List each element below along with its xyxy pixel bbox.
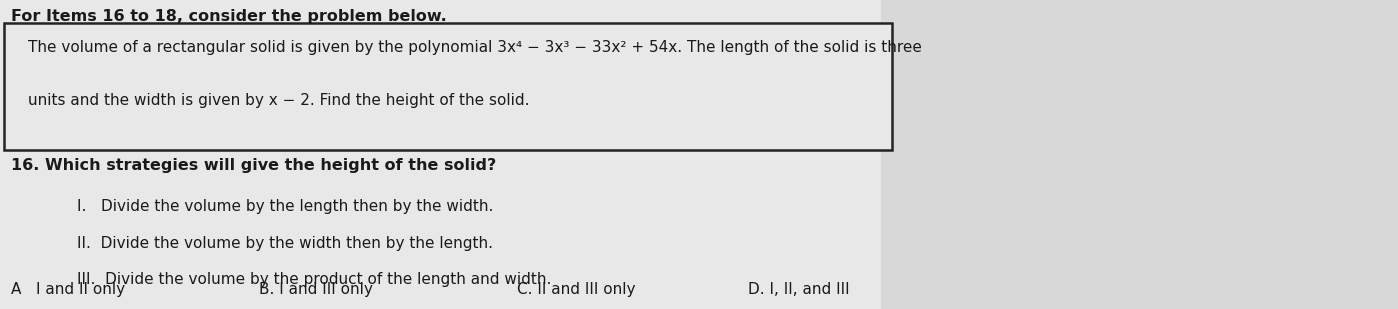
- FancyBboxPatch shape: [4, 23, 892, 150]
- Text: The volume of a rectangular solid is given by the polynomial 3x⁴ − 3x³ − 33x² + : The volume of a rectangular solid is giv…: [28, 40, 921, 55]
- Text: 16. Which strategies will give the height of the solid?: 16. Which strategies will give the heigh…: [11, 158, 496, 173]
- Text: II.  Divide the volume by the width then by the length.: II. Divide the volume by the width then …: [77, 236, 493, 252]
- Text: D. I, II, and III: D. I, II, and III: [748, 281, 850, 297]
- Text: C. II and III only: C. II and III only: [517, 281, 636, 297]
- Text: B. I and III only: B. I and III only: [259, 281, 372, 297]
- Text: I.   Divide the volume by the length then by the width.: I. Divide the volume by the length then …: [77, 199, 493, 214]
- FancyBboxPatch shape: [0, 0, 881, 309]
- Text: A   I and II only: A I and II only: [11, 281, 126, 297]
- Text: For Items 16 to 18, consider the problem below.: For Items 16 to 18, consider the problem…: [11, 9, 447, 24]
- Text: III.  Divide the volume by the product of the length and width.: III. Divide the volume by the product of…: [77, 272, 551, 287]
- Text: units and the width is given by x − 2. Find the height of the solid.: units and the width is given by x − 2. F…: [28, 93, 530, 108]
